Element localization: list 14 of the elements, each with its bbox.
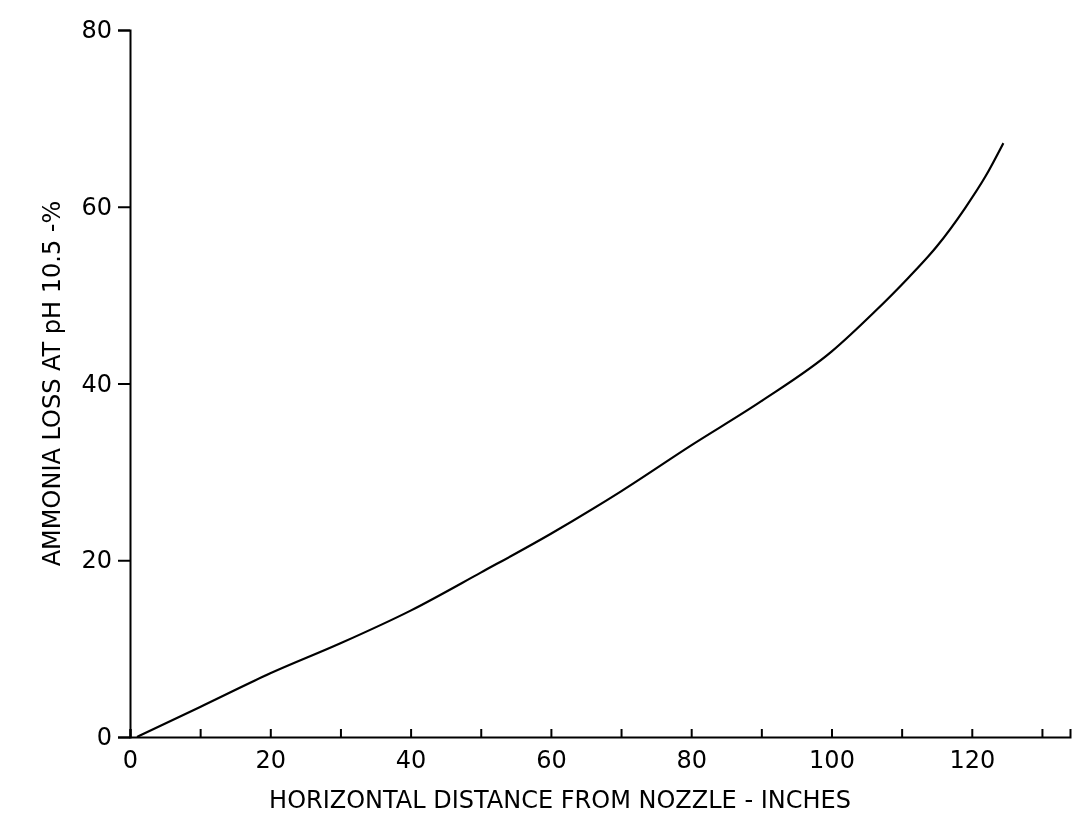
y-axis-title: AMMONIA LOSS AT pH 10.5 -% [38, 200, 66, 567]
x-tick-label: 120 [949, 746, 996, 775]
x-tick-label: 0 [122, 746, 139, 775]
x-tick-label: 60 [536, 746, 567, 775]
y-tick-label: 40 [81, 369, 112, 398]
x-tick-label: 20 [255, 746, 287, 775]
x-tick-label: 80 [676, 746, 707, 775]
y-tick-label: 60 [81, 192, 112, 221]
x-tick-label: 100 [809, 746, 855, 775]
y-tick-label: 80 [81, 16, 112, 45]
y-tick-label: 0 [96, 723, 112, 752]
y-tick-label: 20 [81, 546, 112, 575]
x-axis-title: HORIZONTAL DISTANCE FROM NOZZLE - INCHES [269, 786, 851, 814]
x-tick-label: 40 [395, 746, 427, 775]
